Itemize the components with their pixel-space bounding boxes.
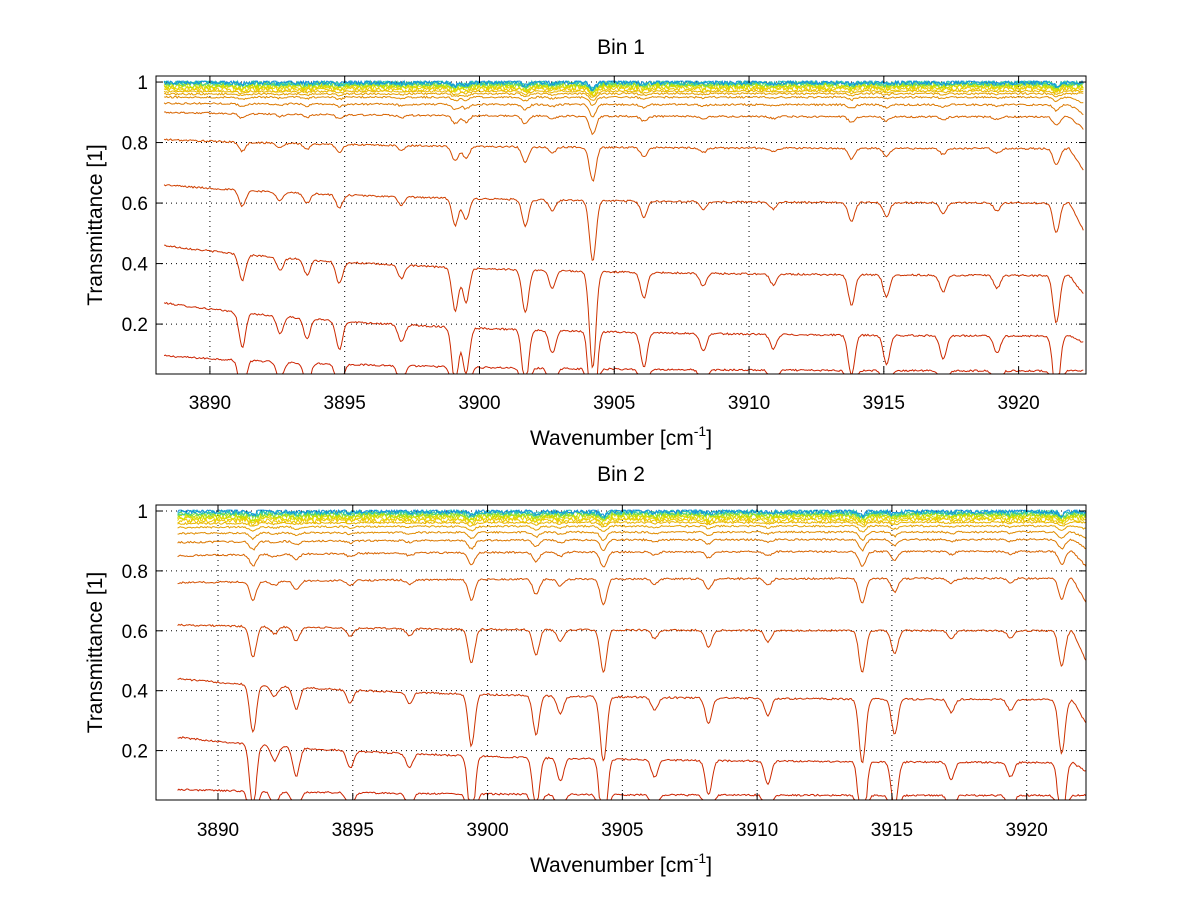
axes-frame	[155, 75, 1087, 375]
series-line	[163, 138, 1084, 182]
series-line	[164, 244, 1084, 369]
axes-frame	[155, 504, 1087, 801]
y-tick-label: 1	[137, 73, 148, 94]
chart-title: Bin 2	[597, 463, 645, 486]
series-line	[177, 677, 1087, 764]
series-line	[164, 91, 1084, 101]
x-tick-label: 3890	[189, 393, 231, 414]
series-line	[163, 83, 1084, 97]
x-axis-label-sup: -1	[694, 850, 707, 866]
series-line	[177, 508, 1087, 519]
x-tick-label: 3915	[871, 820, 913, 841]
x-tick-label: 3910	[728, 393, 770, 414]
y-axis-label: Transmittance [1]	[84, 144, 107, 305]
series-line	[177, 537, 1087, 552]
x-axis-label-close: ]	[706, 854, 712, 877]
y-tick-label: 0.6	[122, 622, 148, 643]
x-axis-label-close: ]	[706, 427, 712, 450]
series-line	[177, 530, 1087, 542]
series-line	[163, 95, 1084, 106]
series-line	[163, 354, 1084, 375]
x-tick-label: 3900	[458, 393, 500, 414]
y-tick-label: 0.8	[122, 134, 148, 155]
x-tick-label: 3915	[863, 393, 905, 414]
y-tick-label: 0.6	[122, 194, 148, 215]
series-line	[177, 524, 1087, 533]
subplot-bin-1: 3890 3895 3900 3905 3910 3915 3920 0.2 0.4 0.6 0.8…	[84, 36, 1087, 450]
x-tick-label: 3920	[1006, 820, 1048, 841]
chart-title: Bin 1	[597, 36, 645, 59]
series-line	[177, 576, 1087, 606]
series-line	[177, 520, 1087, 528]
series-line	[163, 184, 1084, 261]
series-line	[177, 788, 1087, 801]
x-tick-label: 3900	[466, 820, 508, 841]
y-tick-label: 0.2	[122, 315, 148, 336]
x-axis-label-text: Wavenumber [cm	[530, 427, 694, 450]
series-line	[164, 111, 1084, 136]
x-tick-label: 3905	[601, 820, 643, 841]
x-tick-label: 3910	[736, 820, 778, 841]
subplot-bin-2: 3890 3895 3900 3905 3910 3915 3920 0.2 0.4 0.6 0.8…	[84, 463, 1087, 877]
plot-area	[156, 505, 1086, 800]
x-tick-label: 3890	[197, 820, 239, 841]
x-axis-label: Wavenumber [cm-1]	[530, 850, 712, 877]
series-line	[177, 514, 1087, 525]
series-line	[163, 79, 1084, 92]
y-tick-label: 0.2	[122, 742, 148, 763]
series-line	[163, 301, 1084, 375]
x-tick-label: 3895	[324, 393, 366, 414]
x-axis-label-sup: -1	[694, 423, 707, 439]
plot-area	[156, 76, 1086, 374]
y-tick-label: 1	[137, 502, 148, 523]
x-tick-label: 3895	[332, 820, 374, 841]
x-tick-label: 3905	[593, 393, 635, 414]
series-line	[177, 623, 1087, 674]
y-axis-label: Transmittance [1]	[84, 572, 107, 733]
series-line	[177, 736, 1087, 801]
series-line	[163, 79, 1084, 92]
x-tick-label: 3920	[997, 393, 1039, 414]
y-tick-label: 0.4	[122, 682, 149, 703]
x-axis-label: Wavenumber [cm-1]	[530, 423, 712, 450]
y-tick-label: 0.4	[122, 255, 149, 276]
series-line	[177, 549, 1087, 568]
y-tick-label: 0.8	[122, 562, 148, 583]
series-line	[163, 101, 1084, 118]
x-axis-label-text: Wavenumber [cm	[530, 854, 694, 877]
